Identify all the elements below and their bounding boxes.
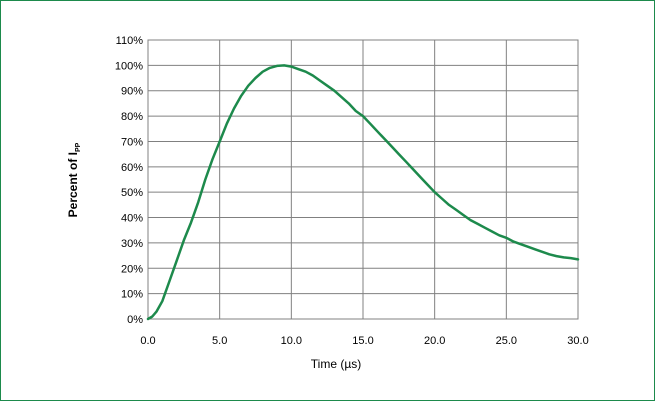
x-tick-label: 10.0	[281, 335, 302, 347]
x-tick-label: 5.0	[212, 335, 227, 347]
y-tick-label: 80%	[121, 111, 143, 123]
y-tick-label: 110%	[116, 35, 144, 47]
x-tick-label: 20.0	[424, 335, 445, 347]
x-tick-label: 30.0	[567, 335, 588, 347]
x-tick-label: 25.0	[496, 335, 517, 347]
series-layer	[146, 64, 580, 321]
y-tick-label: 40%	[121, 213, 143, 225]
y-tick-label: 90%	[121, 86, 143, 98]
y-tick-label: 20%	[121, 263, 143, 275]
y-tick-label: 10%	[121, 289, 143, 301]
series-line	[146, 64, 580, 321]
x-tick-label: 15.0	[352, 335, 373, 347]
x-axis-label: Time (µs)	[311, 357, 361, 371]
y-tick-label: 50%	[121, 187, 143, 199]
y-tick-label: 60%	[121, 162, 143, 174]
x-tick-label: 0.0	[140, 335, 155, 347]
tick-label-layer: 0% 10% 20% 30% 40% 50% 60% 70% 80% 90% 100% 110% 0.0…	[115, 35, 589, 347]
grid-layer	[147, 39, 579, 320]
y-tick-label: 100%	[115, 60, 143, 72]
y-tick-label: 30%	[121, 238, 143, 250]
y-axis-label: Percent of IPP	[66, 142, 82, 217]
y-axis-label-subscript: PP	[75, 142, 82, 152]
y-axis-label-main: Percent of I	[66, 152, 80, 217]
y-tick-label: 0%	[127, 314, 143, 326]
y-tick-label: 70%	[121, 136, 143, 148]
